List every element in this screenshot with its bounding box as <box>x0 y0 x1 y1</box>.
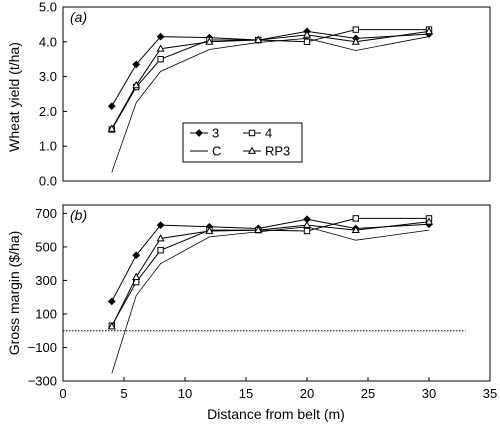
point-3 <box>156 32 165 41</box>
y-tick-label: 100 <box>35 306 57 321</box>
legend-items: 3 4 C RP3 <box>190 126 290 159</box>
point-rp3 <box>254 225 263 234</box>
point-3 <box>132 251 141 260</box>
plot-frame-a <box>62 6 491 182</box>
x-tick-label: 10 <box>178 386 192 401</box>
legend-item-rp3: RP3 <box>243 144 290 159</box>
x-axis-title: Distance from belt (m) <box>207 406 345 422</box>
series-line-rp3 <box>111 221 430 327</box>
y-tick-label: 300 <box>35 273 57 288</box>
panel-label-a: (a) <box>70 9 87 25</box>
y-tick-label: 5.0 <box>39 0 57 15</box>
y-tick-label: 1.0 <box>39 139 57 154</box>
point-rp3 <box>351 225 360 234</box>
legend-item-3: 3 <box>190 126 219 141</box>
legend-marker-3 <box>195 129 203 137</box>
point-rp3 <box>254 35 263 43</box>
point-3 <box>156 221 165 229</box>
x-tick-label: 5 <box>120 386 127 401</box>
point-rp3 <box>107 124 116 132</box>
legend-item-4: 4 <box>243 126 272 141</box>
legend-label-3: 3 <box>212 126 219 141</box>
legend-label-4: 4 <box>265 126 272 141</box>
y-tick-label: 4.0 <box>39 34 57 49</box>
x-axis-ticks-b: 0 5 10 15 20 25 30 35 <box>59 377 497 401</box>
y-axis-ticks-a: 0.0 1.0 2.0 3.0 4.0 5.0 <box>39 0 67 189</box>
point-rp3 <box>107 322 116 330</box>
point-rp3 <box>424 217 434 225</box>
plot-frame-b <box>62 204 491 382</box>
legend-marker-4 <box>248 129 256 137</box>
point-rp3 <box>205 226 214 234</box>
y-axis-title-a: Wheat yield (t/ha) <box>6 42 22 152</box>
panel-a-wheat-yield: 0.0 1.0 2.0 3.0 4.0 5.0 (a) Wheat yield (t/ha… <box>6 0 491 189</box>
point-4 <box>157 56 164 63</box>
series-line-3 <box>111 30 430 107</box>
y-tick-label: 500 <box>35 239 57 254</box>
legend: 3 4 C RP3 <box>182 122 303 163</box>
y-axis-title-b: Gross margin ($/ha) <box>6 231 22 355</box>
y-axis-ticks-b: 700 500 300 100 −100 −300 <box>28 206 67 389</box>
y-tick-label: −300 <box>28 374 57 389</box>
legend-box <box>182 122 303 163</box>
point-3 <box>107 297 116 306</box>
series-line-c <box>111 36 430 173</box>
series-line-4 <box>111 217 429 326</box>
y-tick-label: 700 <box>35 206 57 221</box>
point-4 <box>352 215 360 222</box>
point-rp3 <box>302 220 312 229</box>
point-rp3 <box>156 44 165 52</box>
series-line-3 <box>111 218 430 302</box>
y-tick-label: 2.0 <box>39 104 57 119</box>
x-tick-label: 15 <box>239 386 253 401</box>
series-group-a <box>107 26 434 173</box>
point-4 <box>303 38 311 45</box>
series-line-rp3 <box>111 30 430 130</box>
series-group-b <box>107 215 434 374</box>
point-3 <box>107 102 116 111</box>
x-tick-label: 30 <box>422 386 436 401</box>
y-tick-label: −100 <box>28 340 57 355</box>
point-rp3 <box>302 30 312 38</box>
point-rp3 <box>205 37 214 45</box>
panel-label-b: (b) <box>70 207 87 223</box>
legend-marker-rp3 <box>247 146 257 154</box>
point-rp3 <box>424 26 434 35</box>
point-4 <box>303 227 311 235</box>
point-4 <box>352 26 360 33</box>
point-3 <box>132 60 141 69</box>
point-rp3 <box>132 272 141 280</box>
legend-label-c: C <box>212 144 221 159</box>
series-line-c <box>111 226 430 374</box>
series-line-4 <box>111 29 429 130</box>
point-4 <box>157 247 164 254</box>
point-rp3 <box>132 80 141 89</box>
y-tick-label: 3.0 <box>39 69 57 84</box>
x-tick-label: 35 <box>483 386 497 401</box>
point-rp3 <box>156 234 165 242</box>
legend-label-rp3: RP3 <box>265 144 290 159</box>
x-tick-label: 20 <box>300 386 314 401</box>
x-tick-label: 25 <box>361 386 375 401</box>
legend-item-c: C <box>190 144 221 159</box>
point-rp3 <box>351 37 360 45</box>
x-tick-label: 0 <box>59 386 66 401</box>
y-tick-label: 0.0 <box>39 174 57 189</box>
